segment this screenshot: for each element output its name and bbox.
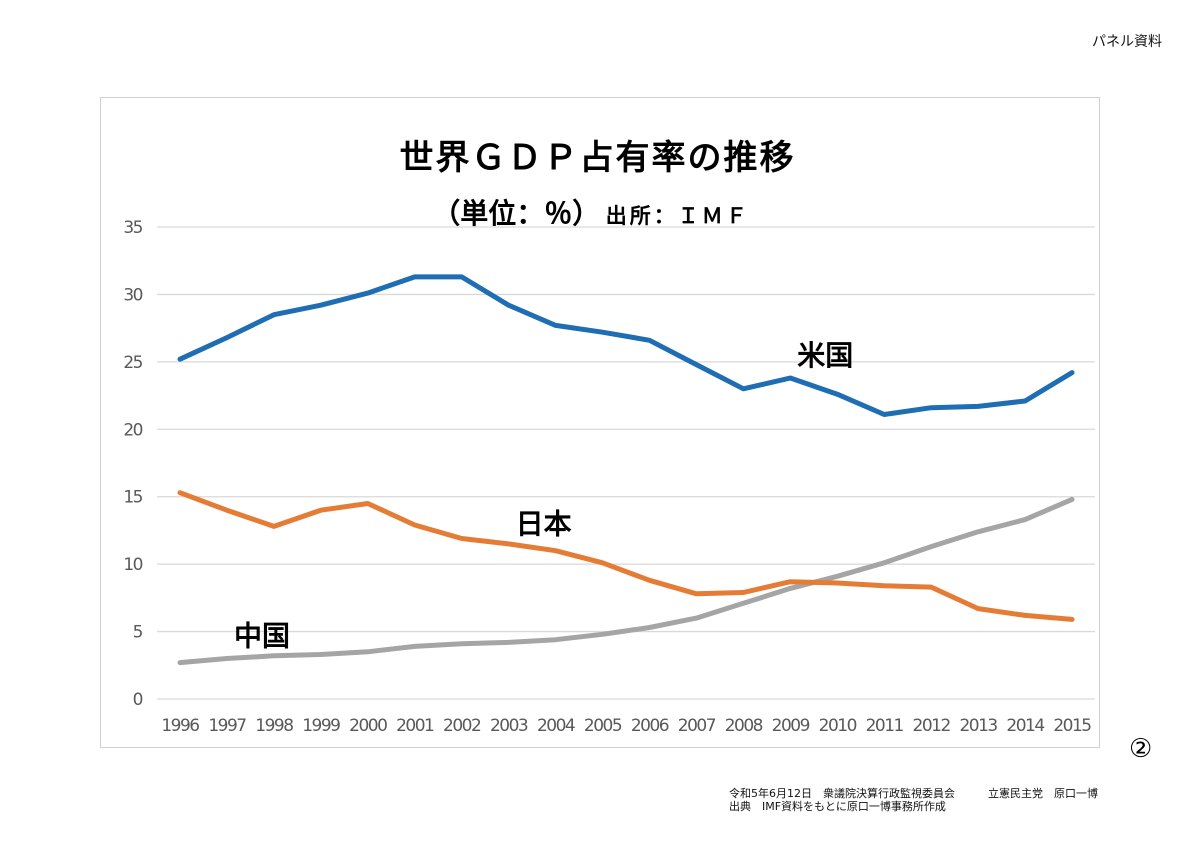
y-tick-label: 5 — [133, 623, 143, 643]
series-line-0 — [177, 274, 1075, 417]
chart-subtitle-source: 出所：ＩＭＦ — [605, 204, 750, 228]
y-tick-label: 30 — [123, 285, 142, 305]
page-number: ② — [1129, 734, 1153, 764]
series-lines — [177, 274, 1075, 666]
x-tick-label: 1998 — [255, 716, 293, 736]
x-tick-label: 2002 — [443, 716, 481, 736]
y-tick-label: 15 — [123, 488, 142, 508]
footer-line-2: 出典 IMF資料をもとに原口一博事務所作成 — [729, 800, 946, 813]
x-tick-label: 2009 — [772, 716, 810, 736]
x-tick-label: 1996 — [161, 716, 199, 736]
x-tick-label: 2013 — [959, 716, 997, 736]
series-label: 中国 — [234, 620, 290, 653]
series-line-1 — [177, 490, 1075, 622]
x-tick-label: 2004 — [537, 716, 575, 736]
y-tick-label: 0 — [133, 690, 143, 710]
chart-frame — [100, 97, 1100, 748]
x-axis-ticks: 1996 1997 1998 1999 2000 2001 2002 2003 2004 2005… — [161, 716, 1092, 736]
chart-title: 世界ＧＤＰ占有率の推移 — [399, 138, 796, 178]
y-tick-label: 20 — [123, 420, 142, 440]
y-tick-label: 10 — [123, 555, 142, 575]
panel-label: パネル資料 — [1092, 34, 1162, 50]
x-tick-label: 2007 — [678, 716, 716, 736]
gridlines — [157, 226, 1095, 700]
series-line-2 — [177, 496, 1075, 666]
footer-line-1: 令和5年6月12日 衆議院決算行政監視委員会 立憲民主党 原口一博 — [729, 787, 1098, 800]
x-tick-label: 2003 — [490, 716, 528, 736]
x-tick-label: 1997 — [208, 716, 246, 736]
series-label: 米国 — [797, 339, 853, 372]
x-tick-label: 2011 — [866, 716, 904, 736]
chart-subtitle: （単位：％） 出所：ＩＭＦ — [0, 192, 1200, 232]
x-tick-label: 2008 — [725, 716, 763, 736]
x-tick-label: 2014 — [1006, 716, 1044, 736]
y-axis-ticks: 0 5 10 15 20 25 30 35 — [123, 218, 144, 710]
x-tick-label: 1999 — [302, 716, 340, 736]
x-tick-label: 2015 — [1053, 716, 1091, 736]
x-tick-label: 2001 — [396, 716, 434, 736]
series-label: 日本 — [516, 508, 572, 541]
x-tick-label: 2000 — [349, 716, 387, 736]
footer: 令和5年6月12日 衆議院決算行政監視委員会 立憲民主党 原口一博 出典 IMF… — [729, 787, 1098, 813]
x-tick-label: 2006 — [631, 716, 669, 736]
x-tick-label: 2012 — [913, 716, 951, 736]
x-tick-label: 2005 — [584, 716, 622, 736]
y-tick-label: 25 — [123, 353, 142, 373]
y-tick-label: 35 — [123, 218, 142, 238]
chart-subtitle-unit: （単位：％） — [432, 197, 601, 230]
x-tick-label: 2010 — [819, 716, 857, 736]
